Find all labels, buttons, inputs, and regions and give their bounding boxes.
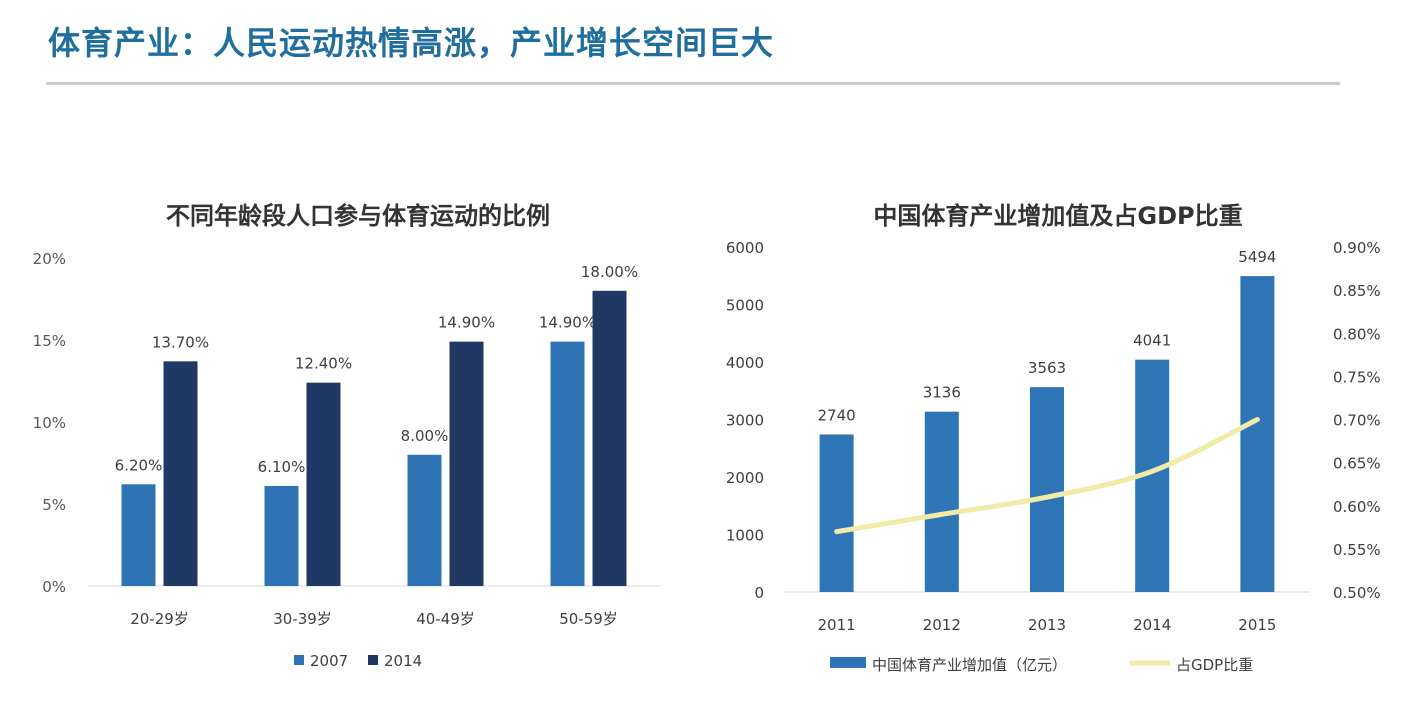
chart2-right-tick-label: 0.55% xyxy=(1333,541,1381,559)
chart1-legend-label: 2014 xyxy=(384,652,422,670)
title-divider xyxy=(46,82,1340,85)
chart1-data-label: 6.20% xyxy=(115,456,163,474)
chart2-right-tick-label: 0.60% xyxy=(1333,498,1381,516)
chart2-x-tick-label: 2011 xyxy=(818,616,856,634)
chart2-bar xyxy=(1030,387,1064,592)
chart2-title: 中国体育产业增加值及占GDP比重 xyxy=(873,202,1243,230)
chart2-data-label: 3136 xyxy=(923,384,961,402)
chart1-data-label: 13.70% xyxy=(152,333,209,351)
chart2-bar xyxy=(1240,276,1275,592)
chart2-right-tick-label: 0.80% xyxy=(1333,325,1381,343)
chart1-legend-swatch xyxy=(294,655,304,665)
chart2-right-tick-label: 0.85% xyxy=(1333,282,1381,300)
chart1-bar-2014 xyxy=(306,382,341,586)
chart1-x-tick-label: 40-49岁 xyxy=(416,610,475,628)
chart1-x-tick-label: 50-59岁 xyxy=(559,610,618,628)
chart2-left-tick-label: 6000 xyxy=(726,239,764,257)
chart2-legend-swatch-bar xyxy=(830,657,866,668)
chart1-y-tick-label: 5% xyxy=(42,496,66,514)
chart2-data-label: 2740 xyxy=(818,406,856,424)
chart2-legend-label-line: 占GDP比重 xyxy=(1176,656,1253,674)
chart1-data-label: 8.00% xyxy=(401,427,449,445)
chart1-x-tick-label: 20-29岁 xyxy=(130,610,189,628)
chart2-left-tick-label: 2000 xyxy=(726,469,764,487)
chart1-bar-2014 xyxy=(163,361,198,586)
chart2-x-tick-label: 2013 xyxy=(1028,616,1066,634)
chart2-left-tick-label: 3000 xyxy=(726,412,764,430)
chart1-data-label: 18.00% xyxy=(581,263,638,281)
chart2-right-tick-label: 0.75% xyxy=(1333,368,1381,386)
chart1-y-tick-label: 0% xyxy=(42,578,66,596)
chart2-right-tick-label: 0.50% xyxy=(1333,584,1381,602)
chart1-y-tick-label: 10% xyxy=(33,414,66,432)
chart1-title: 不同年龄段人口参与体育运动的比例 xyxy=(166,202,550,230)
chart2-right-tick-label: 0.65% xyxy=(1333,455,1381,473)
chart2-left-tick-label: 0 xyxy=(754,584,764,602)
chart1-y-tick-label: 15% xyxy=(33,332,66,350)
chart1-x-tick-label: 30-39岁 xyxy=(273,610,332,628)
chart2-data-label: 5494 xyxy=(1238,248,1276,266)
chart1-bar-2014 xyxy=(449,341,484,586)
chart1-bar-2014 xyxy=(592,290,627,586)
chart2-x-tick-label: 2015 xyxy=(1238,616,1276,634)
chart1-bar-2007 xyxy=(550,341,585,586)
chart2-x-tick-label: 2014 xyxy=(1133,616,1171,634)
chart1-y-tick-label: 20% xyxy=(33,250,66,268)
chart1-bar-2007 xyxy=(121,484,156,586)
chart1-data-label: 14.90% xyxy=(438,314,495,332)
chart1-data-label: 6.10% xyxy=(258,458,306,476)
chart2-left-tick-label: 4000 xyxy=(726,354,764,372)
chart1-data-label: 12.40% xyxy=(295,355,352,373)
chart2-left-tick-label: 5000 xyxy=(726,297,764,315)
chart2-right-tick-label: 0.70% xyxy=(1333,412,1381,430)
chart2-bar xyxy=(924,411,959,592)
chart1-bar-2007 xyxy=(407,454,442,586)
chart1-legend-label: 2007 xyxy=(310,652,348,670)
page-title: 体育产业：人民运动热情高涨，产业增长空间巨大 xyxy=(48,24,775,62)
chart2-gdp-share-line xyxy=(834,417,1260,535)
chart2-right-tick-label: 0.90% xyxy=(1333,239,1381,257)
chart1-data-label: 14.90% xyxy=(539,314,596,332)
chart2-data-label: 4041 xyxy=(1133,332,1171,350)
chart2-legend-label-bar: 中国体育产业增加值（亿元） xyxy=(872,656,1067,674)
chart2-x-tick-label: 2012 xyxy=(923,616,961,634)
chart1-legend-swatch xyxy=(368,655,378,665)
chart1-bar-2007 xyxy=(264,485,299,586)
chart2-left-tick-label: 1000 xyxy=(726,527,764,545)
chart2-bar xyxy=(819,434,854,592)
chart2-data-label: 3563 xyxy=(1028,359,1066,377)
